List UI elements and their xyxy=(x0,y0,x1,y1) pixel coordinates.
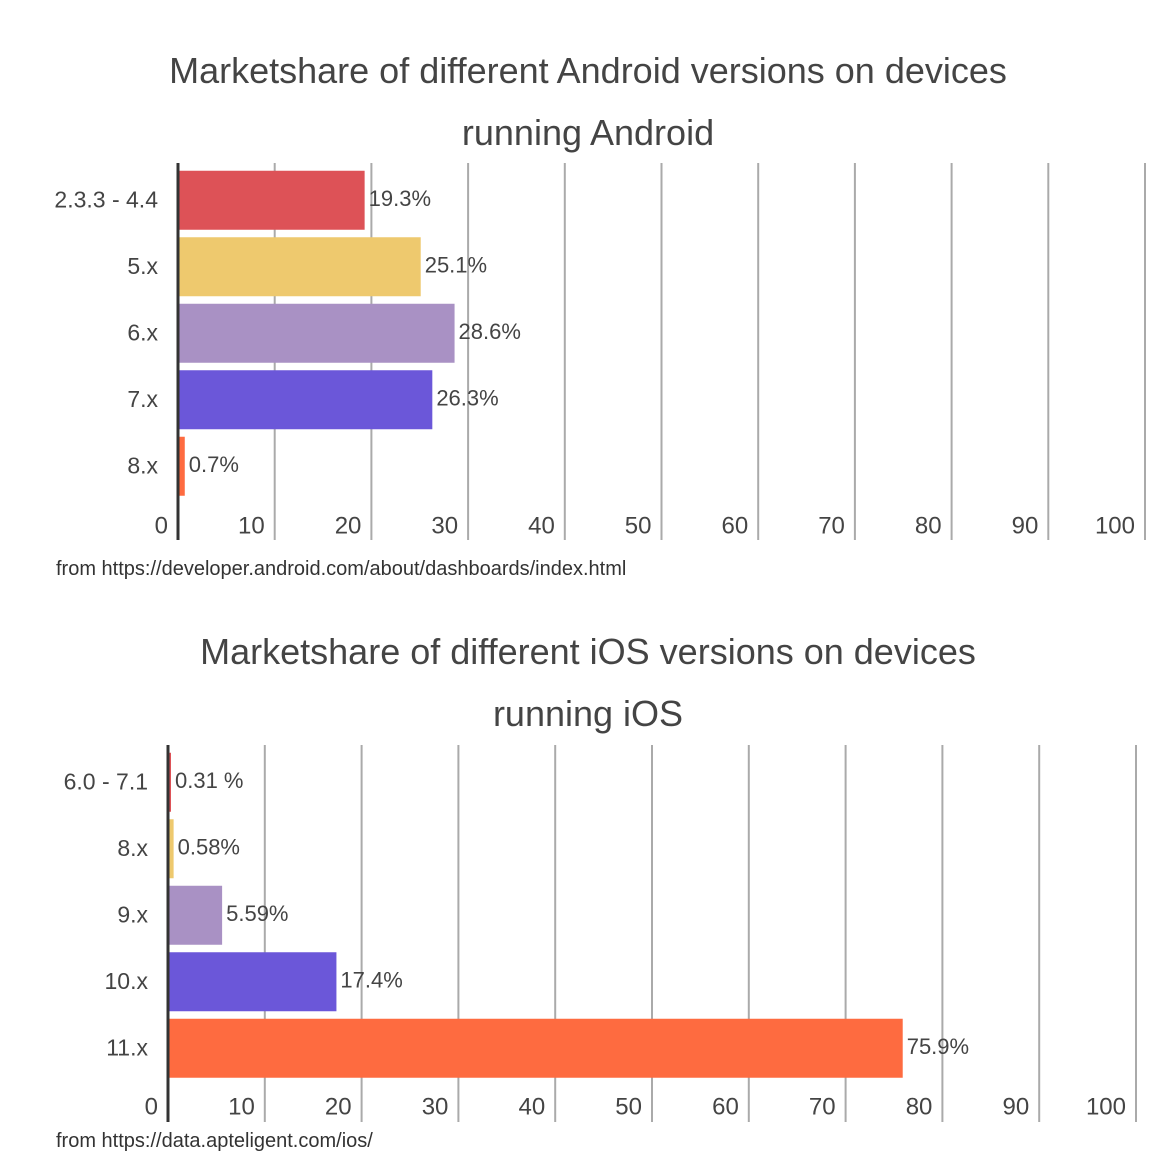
value-label: 25.1% xyxy=(425,253,487,278)
bar xyxy=(178,237,421,297)
x-tick-label: 70 xyxy=(809,1093,836,1120)
value-label: 0.31 % xyxy=(175,768,244,793)
x-tick-label: 0 xyxy=(145,1093,158,1120)
title-box: Marketshare of different Android version… xyxy=(0,40,1176,164)
value-label: 5.59% xyxy=(226,901,288,926)
category-label: 7.x xyxy=(127,386,158,412)
x-tick-label: 100 xyxy=(1086,1093,1126,1120)
category-label: 8.x xyxy=(127,452,158,478)
bar xyxy=(168,885,223,945)
bar xyxy=(168,952,337,1012)
value-label: 17.4% xyxy=(340,968,402,993)
x-tick-label: 80 xyxy=(906,1093,933,1120)
category-label: 5.x xyxy=(127,253,158,279)
category-label: 8.x xyxy=(117,835,148,861)
bar xyxy=(168,1018,903,1078)
x-tick-label: 20 xyxy=(335,512,362,539)
x-tick-label: 50 xyxy=(615,1093,642,1120)
x-tick-label: 100 xyxy=(1095,512,1135,539)
category-label: 9.x xyxy=(117,901,148,927)
value-label: 0.7% xyxy=(189,452,239,477)
bar xyxy=(178,303,455,363)
x-tick-label: 20 xyxy=(325,1093,352,1120)
source-note: from https://developer.android.com/about… xyxy=(56,558,627,580)
bar xyxy=(178,370,433,430)
category-label: 6.0 - 7.1 xyxy=(64,768,148,794)
x-tick-label: 60 xyxy=(712,1093,739,1120)
x-tick-label: 80 xyxy=(915,512,942,539)
chart-title: Marketshare of different Android version… xyxy=(169,50,1007,153)
x-tick-label: 50 xyxy=(625,512,652,539)
x-tick-label: 10 xyxy=(238,512,265,539)
x-tick-label: 10 xyxy=(228,1093,255,1120)
x-tick-label: 90 xyxy=(1012,512,1039,539)
chart-title: Marketshare of different iOS versions on… xyxy=(200,631,976,734)
x-tick-label: 0 xyxy=(155,512,168,539)
category-label: 11.x xyxy=(106,1034,148,1060)
x-tick-label: 40 xyxy=(518,1093,545,1120)
category-label: 2.3.3 - 4.4 xyxy=(54,186,158,212)
x-tick-label: 30 xyxy=(431,512,458,539)
source-note: from https://data.apteligent.com/ios/ xyxy=(56,1130,373,1152)
value-label: 0.58% xyxy=(178,835,240,860)
bar xyxy=(178,170,365,230)
x-tick-label: 70 xyxy=(818,512,845,539)
x-tick-label: 30 xyxy=(422,1093,449,1120)
bar xyxy=(168,819,174,879)
bar xyxy=(168,752,172,812)
title-box: Marketshare of different iOS versions on… xyxy=(0,621,1176,745)
bar xyxy=(178,436,185,496)
value-label: 75.9% xyxy=(907,1034,969,1059)
category-label: 6.x xyxy=(127,319,158,345)
value-label: 26.3% xyxy=(436,386,498,411)
x-tick-label: 40 xyxy=(528,512,555,539)
category-label: 10.x xyxy=(105,968,149,994)
value-label: 28.6% xyxy=(459,319,521,344)
value-label: 19.3% xyxy=(369,186,431,211)
x-tick-label: 60 xyxy=(721,512,748,539)
x-tick-label: 90 xyxy=(1002,1093,1029,1120)
